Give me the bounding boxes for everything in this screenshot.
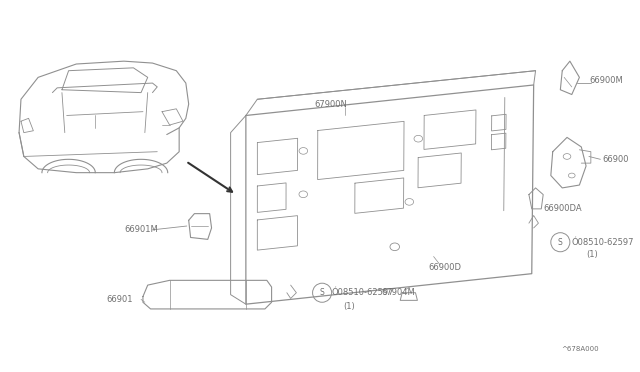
Text: S: S xyxy=(558,238,563,247)
Text: Ó08510-62597: Ó08510-62597 xyxy=(332,288,394,297)
Text: 67900N: 67900N xyxy=(314,100,348,109)
Text: S: S xyxy=(320,288,324,297)
Text: 66900M: 66900M xyxy=(589,76,623,85)
Text: 66900DA: 66900DA xyxy=(543,204,582,214)
Text: 66900: 66900 xyxy=(602,155,628,164)
Text: 66901: 66901 xyxy=(107,295,133,304)
Text: Ó08510-62597: Ó08510-62597 xyxy=(572,238,634,247)
Text: (1): (1) xyxy=(586,250,598,259)
Text: ^678A000: ^678A000 xyxy=(561,346,598,352)
Text: (1): (1) xyxy=(343,302,355,311)
Text: 67904M: 67904M xyxy=(381,288,415,297)
Text: 66900D: 66900D xyxy=(429,263,462,272)
Text: 66901M: 66901M xyxy=(124,225,157,234)
